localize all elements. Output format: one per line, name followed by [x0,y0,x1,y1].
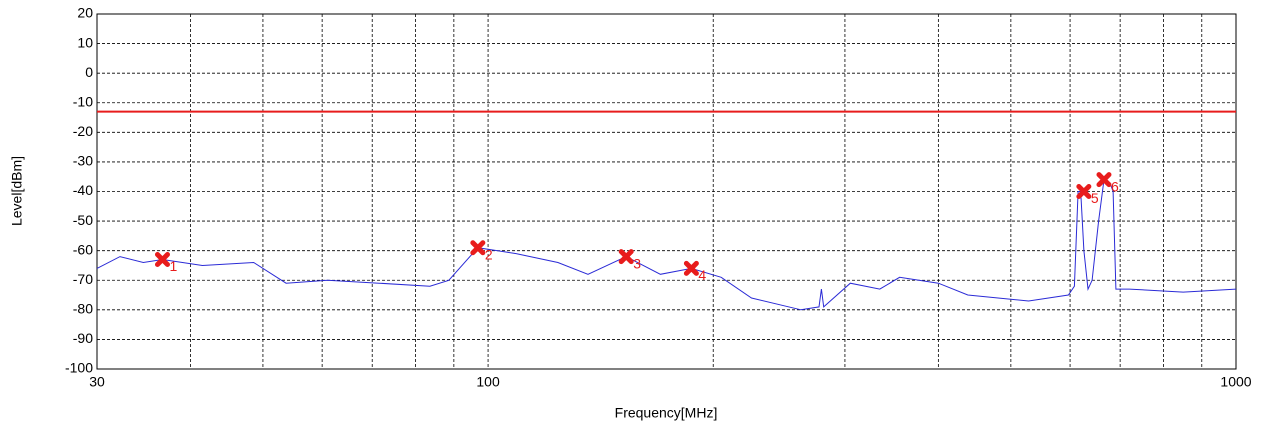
peak-marker [1096,172,1112,188]
marker-label: 5 [1091,190,1099,206]
peak-marker [1076,184,1092,199]
plot-frame [96,13,1237,370]
y-tick-label: -40 [73,182,93,198]
y-tick-label: -60 [73,241,93,257]
y-tick-label: -10 [73,93,93,109]
y-tick-label: -20 [73,123,93,139]
x-tick-label: 100 [476,374,500,390]
peak-marker [683,260,699,276]
y-tick-label: -90 [73,330,93,346]
marker-label: 4 [698,267,706,283]
x-tick-label: 30 [89,374,105,390]
y-tick-label: 10 [77,34,93,50]
y-tick-label: -50 [73,212,93,228]
y-tick-label: 0 [85,64,93,80]
x-axis-label: Frequency[MHz] [615,405,718,421]
y-axis-label: Level[dBm] [9,156,25,226]
marker-label: 6 [1111,178,1119,194]
marker-label: 2 [485,246,493,262]
trace [96,178,1237,311]
y-tick-label: -70 [73,271,93,287]
x-tick-label: 1000 [1220,374,1251,390]
y-tick-label: 20 [77,5,93,21]
y-tick-label: -100 [65,360,93,376]
y-tick-label: -30 [73,153,93,169]
peak-marker [470,240,486,256]
peak-marker [618,249,634,265]
marker-label: 3 [633,255,641,271]
marker-label: 1 [169,258,177,274]
peak-marker [154,252,170,268]
y-tick-label: -80 [73,301,93,317]
